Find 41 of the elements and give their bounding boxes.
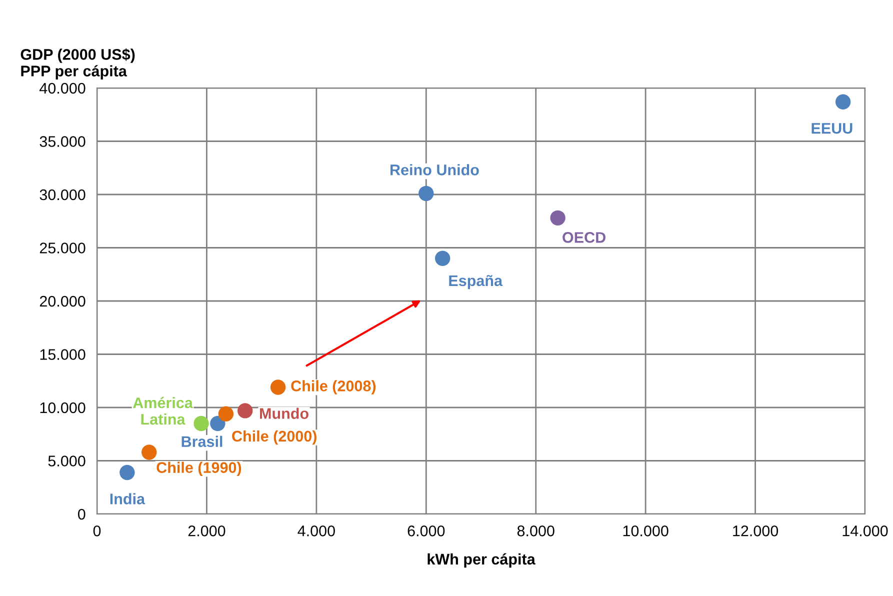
y-tick-label: 0 bbox=[78, 508, 86, 520]
point bbox=[434, 250, 450, 266]
point bbox=[418, 186, 434, 202]
point bbox=[194, 416, 209, 432]
y-axis-title: GDP (2000 US$) PPP per cápita bbox=[20, 48, 135, 80]
series-label: EEUU bbox=[812, 123, 852, 134]
x-tick-label: 12.000 bbox=[733, 526, 778, 536]
x-tick-label: 2.000 bbox=[188, 526, 226, 536]
point bbox=[142, 444, 157, 460]
series-label: Reino Unido bbox=[390, 164, 479, 176]
point bbox=[835, 94, 851, 110]
y-tick-label: 30.000 bbox=[40, 189, 86, 200]
series-label: Chile (2008) bbox=[291, 380, 376, 394]
point bbox=[270, 380, 286, 395]
point bbox=[218, 406, 234, 422]
series-label: Brasil bbox=[182, 436, 222, 448]
series-label: OECD bbox=[562, 232, 606, 243]
series-label: India bbox=[110, 493, 146, 504]
y-tick-label: 15.000 bbox=[40, 349, 86, 360]
point bbox=[120, 464, 135, 480]
series-label: España bbox=[449, 274, 503, 290]
point bbox=[210, 416, 226, 432]
x-tick-label: 10.000 bbox=[623, 526, 668, 536]
y-tick-label: 40.000 bbox=[40, 82, 86, 94]
series-label: América Latina bbox=[132, 396, 193, 425]
x-tick-label: 4.000 bbox=[298, 526, 335, 536]
point bbox=[238, 403, 253, 418]
x-tick-label: 8.000 bbox=[517, 526, 554, 536]
y-tick-label: 25.000 bbox=[40, 242, 86, 254]
x-tick-label: 0 bbox=[93, 526, 101, 536]
x-tick-label: 6.000 bbox=[408, 526, 445, 536]
y-tick-label: 20.000 bbox=[40, 296, 86, 307]
x-tick-label: 14.000 bbox=[842, 526, 888, 536]
y-tick-label: 35.000 bbox=[40, 136, 86, 147]
y-tick-label: 10.000 bbox=[40, 402, 86, 414]
point bbox=[550, 210, 566, 226]
y-tick-label: 5.000 bbox=[48, 456, 86, 466]
series-label: Chile (1990) bbox=[156, 462, 242, 476]
series-label: Chile (2000) bbox=[232, 430, 316, 445]
series-label: Mundo bbox=[260, 408, 308, 419]
x-axis-title: kWh per cápita bbox=[428, 553, 536, 568]
